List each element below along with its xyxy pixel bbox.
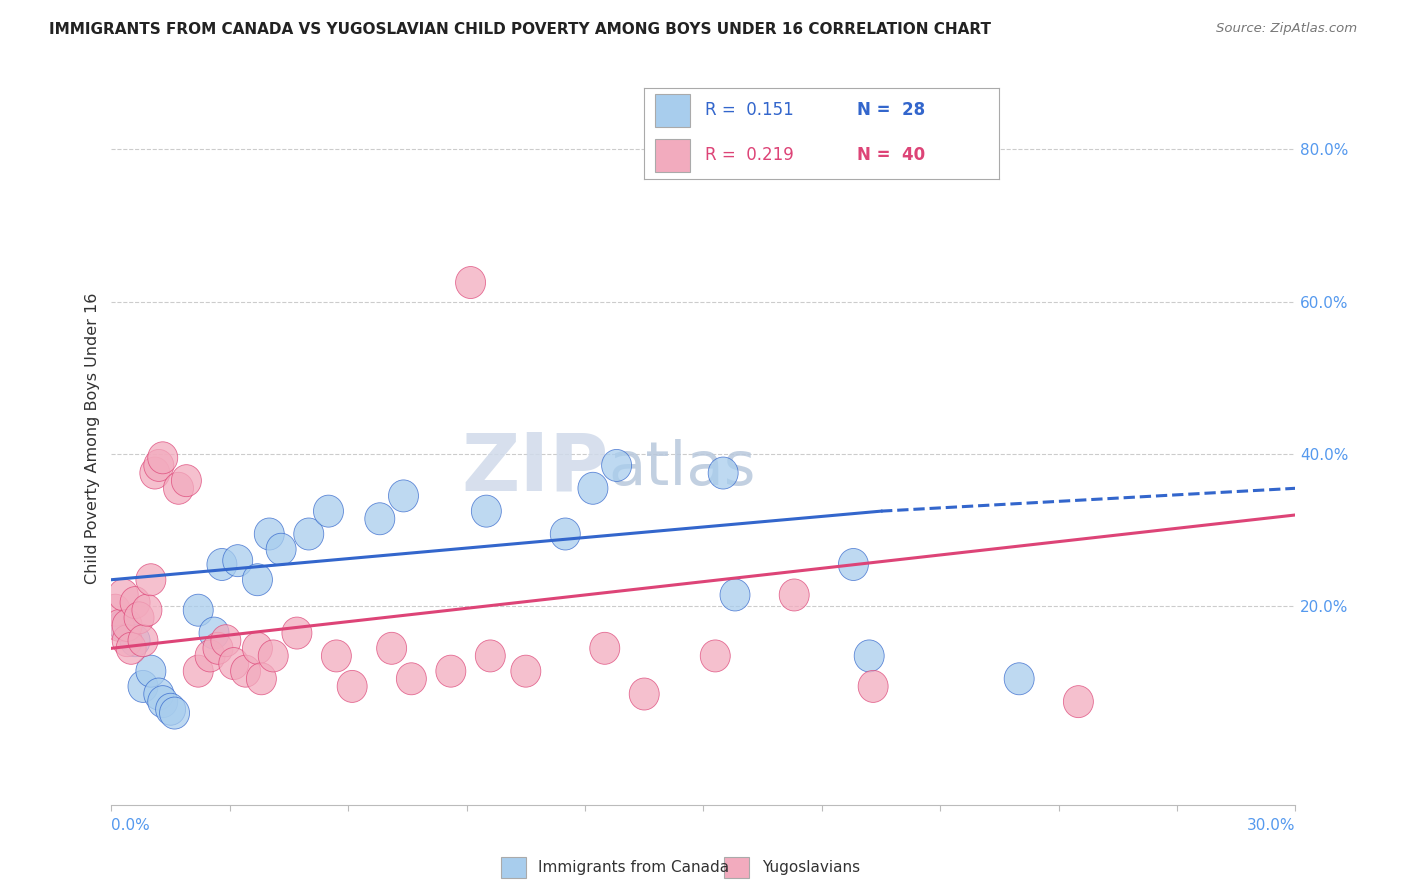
Ellipse shape xyxy=(838,549,869,581)
Text: Immigrants from Canada: Immigrants from Canada xyxy=(538,860,730,875)
Ellipse shape xyxy=(183,655,214,687)
Ellipse shape xyxy=(456,267,485,299)
Ellipse shape xyxy=(471,495,502,527)
Ellipse shape xyxy=(630,678,659,710)
Ellipse shape xyxy=(136,564,166,596)
Ellipse shape xyxy=(172,465,201,497)
Ellipse shape xyxy=(283,617,312,649)
Text: atlas: atlas xyxy=(609,439,756,498)
Ellipse shape xyxy=(148,686,177,718)
Ellipse shape xyxy=(143,678,174,710)
Ellipse shape xyxy=(222,545,253,576)
Text: 0.0%: 0.0% xyxy=(111,818,150,833)
Ellipse shape xyxy=(200,617,229,649)
Ellipse shape xyxy=(266,533,297,566)
Ellipse shape xyxy=(322,640,352,672)
Ellipse shape xyxy=(1004,663,1035,695)
Ellipse shape xyxy=(858,671,889,702)
Ellipse shape xyxy=(246,663,277,695)
Ellipse shape xyxy=(242,632,273,665)
Ellipse shape xyxy=(112,609,142,641)
Ellipse shape xyxy=(195,640,225,672)
Ellipse shape xyxy=(314,495,343,527)
Ellipse shape xyxy=(163,472,194,504)
Ellipse shape xyxy=(510,655,541,687)
Ellipse shape xyxy=(602,450,631,482)
Ellipse shape xyxy=(100,594,131,626)
Ellipse shape xyxy=(108,609,138,641)
Ellipse shape xyxy=(139,457,170,489)
FancyBboxPatch shape xyxy=(501,856,526,879)
Ellipse shape xyxy=(377,632,406,665)
Ellipse shape xyxy=(156,693,186,725)
Ellipse shape xyxy=(364,503,395,535)
FancyBboxPatch shape xyxy=(724,856,749,879)
Ellipse shape xyxy=(108,579,138,611)
Ellipse shape xyxy=(1063,686,1094,718)
Ellipse shape xyxy=(104,609,135,641)
Ellipse shape xyxy=(855,640,884,672)
Ellipse shape xyxy=(132,594,162,626)
Ellipse shape xyxy=(136,655,166,687)
Ellipse shape xyxy=(294,518,323,550)
Ellipse shape xyxy=(120,624,150,657)
Ellipse shape xyxy=(202,632,233,665)
Ellipse shape xyxy=(159,697,190,729)
Text: ZIP: ZIP xyxy=(461,429,609,507)
Ellipse shape xyxy=(700,640,730,672)
Ellipse shape xyxy=(242,564,273,596)
Ellipse shape xyxy=(207,549,238,581)
Y-axis label: Child Poverty Among Boys Under 16: Child Poverty Among Boys Under 16 xyxy=(86,293,100,584)
Text: IMMIGRANTS FROM CANADA VS YUGOSLAVIAN CHILD POVERTY AMONG BOYS UNDER 16 CORRELAT: IMMIGRANTS FROM CANADA VS YUGOSLAVIAN CH… xyxy=(49,22,991,37)
Ellipse shape xyxy=(128,624,157,657)
Ellipse shape xyxy=(779,579,810,611)
Text: Yugoslavians: Yugoslavians xyxy=(762,860,860,875)
Ellipse shape xyxy=(396,663,426,695)
Text: Source: ZipAtlas.com: Source: ZipAtlas.com xyxy=(1216,22,1357,36)
Ellipse shape xyxy=(578,472,607,504)
Ellipse shape xyxy=(120,587,150,618)
Ellipse shape xyxy=(709,457,738,489)
Ellipse shape xyxy=(337,671,367,702)
Ellipse shape xyxy=(720,579,749,611)
Ellipse shape xyxy=(117,632,146,665)
Ellipse shape xyxy=(211,624,240,657)
Ellipse shape xyxy=(183,594,214,626)
Ellipse shape xyxy=(589,632,620,665)
Ellipse shape xyxy=(388,480,419,512)
Ellipse shape xyxy=(219,648,249,680)
Ellipse shape xyxy=(231,655,260,687)
Ellipse shape xyxy=(550,518,581,550)
Ellipse shape xyxy=(436,655,465,687)
Ellipse shape xyxy=(259,640,288,672)
Ellipse shape xyxy=(475,640,505,672)
Ellipse shape xyxy=(124,602,155,634)
Ellipse shape xyxy=(148,442,177,474)
Ellipse shape xyxy=(112,624,142,657)
Text: 30.0%: 30.0% xyxy=(1247,818,1295,833)
Ellipse shape xyxy=(143,450,174,482)
Ellipse shape xyxy=(128,671,157,702)
Ellipse shape xyxy=(254,518,284,550)
